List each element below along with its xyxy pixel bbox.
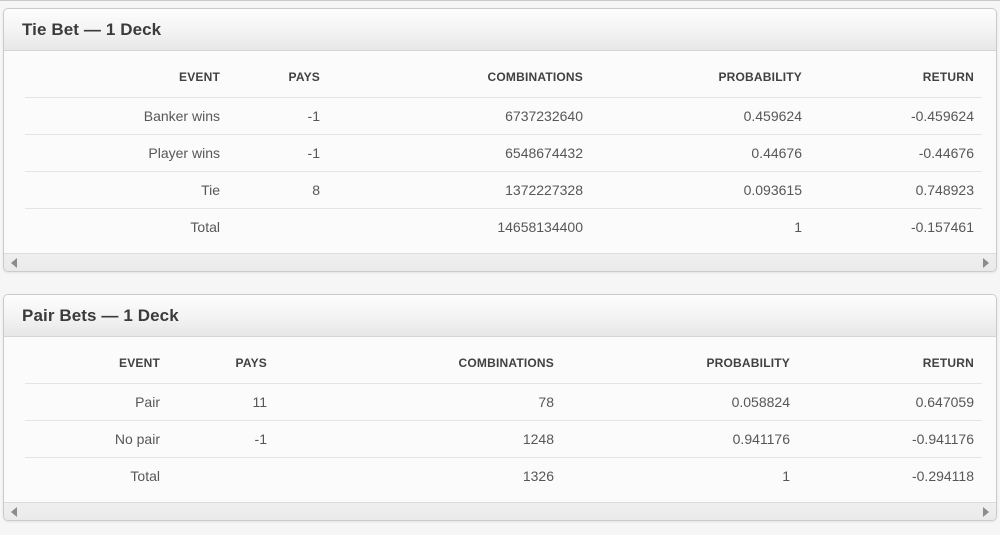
column-header-event: EVENT — [118, 356, 160, 370]
tie-bet-panel-header: Tie Bet — 1 Deck — [4, 9, 996, 51]
scroll-right-arrow-icon[interactable] — [983, 506, 989, 517]
horizontal-scrollbar[interactable] — [4, 253, 996, 271]
cell-return: -0.44676 — [918, 145, 974, 161]
cell-return: 0.748923 — [915, 182, 974, 198]
table-total-row: Total 1326 1 -0.294118 — [25, 457, 982, 495]
cell-return: -0.459624 — [910, 108, 974, 124]
panel-title: Pair Bets — 1 Deck — [22, 305, 179, 325]
table-total-row: Total 14658134400 1 -0.157461 — [25, 208, 982, 246]
table-row: Player wins -1 6548674432 0.44676 -0.446… — [25, 134, 982, 172]
cell-combinations: 1248 — [522, 431, 554, 447]
cell-probability: 0.093615 — [743, 182, 802, 198]
cell-pays: 8 — [312, 182, 320, 198]
cell-event: No pair — [114, 431, 160, 447]
cell-return: 0.647059 — [915, 394, 974, 410]
cell-combinations: 6548674432 — [505, 145, 583, 161]
tie-bet-panel: Tie Bet — 1 Deck EVENT PAYS COMBINATIONS… — [3, 8, 997, 272]
table-header-row: EVENT PAYS COMBINATIONS PROBABILITY RETU… — [25, 339, 982, 384]
cell-event: Tie — [201, 182, 220, 198]
pair-bets-panel-header: Pair Bets — 1 Deck — [4, 295, 996, 337]
column-header-return: RETURN — [922, 356, 974, 370]
cell-pays — [228, 209, 328, 246]
cell-probability: 1 — [782, 468, 790, 484]
pair-bets-table-wrapper: EVENT PAYS COMBINATIONS PROBABILITY RETU… — [4, 337, 996, 502]
table-row: Banker wins -1 6737232640 0.459624 -0.45… — [25, 97, 982, 135]
horizontal-scrollbar[interactable] — [4, 502, 996, 520]
cell-combinations: 14658134400 — [497, 219, 583, 235]
cell-return: -0.294118 — [911, 468, 974, 484]
cell-event: Total — [130, 468, 160, 484]
scroll-right-arrow-icon[interactable] — [983, 257, 989, 268]
cell-pays: 11 — [252, 394, 267, 410]
table-row: No pair -1 1248 0.941176 -0.941176 — [25, 420, 982, 458]
scroll-left-arrow-icon[interactable] — [11, 257, 17, 268]
cell-combinations: 6737232640 — [505, 108, 583, 124]
cell-combinations: 78 — [538, 394, 554, 410]
column-header-event: EVENT — [178, 70, 220, 84]
cell-event: Pair — [135, 394, 160, 410]
column-header-pays: PAYS — [288, 70, 320, 84]
column-header-probability: PROBABILITY — [706, 356, 790, 370]
pair-bets-panel: Pair Bets — 1 Deck EVENT PAYS COMBINATIO… — [3, 294, 997, 521]
cell-return: -0.941176 — [911, 431, 974, 447]
cell-probability: 0.058824 — [731, 394, 790, 410]
column-header-pays: PAYS — [235, 356, 267, 370]
table-row: Tie 8 1372227328 0.093615 0.748923 — [25, 171, 982, 209]
table-row: Pair 11 78 0.058824 0.647059 — [25, 383, 982, 421]
pair-bets-table: EVENT PAYS COMBINATIONS PROBABILITY RETU… — [25, 339, 982, 494]
cell-combinations: 1372227328 — [505, 182, 583, 198]
cell-combinations: 1326 — [522, 468, 554, 484]
cell-probability: 0.459624 — [743, 108, 802, 124]
cell-pays: -1 — [307, 108, 320, 124]
tie-bet-table: EVENT PAYS COMBINATIONS PROBABILITY RETU… — [25, 53, 982, 245]
column-header-combinations: COMBINATIONS — [487, 70, 583, 84]
panel-title: Tie Bet — 1 Deck — [22, 19, 162, 39]
cell-pays: -1 — [254, 431, 267, 447]
column-header-return: RETURN — [922, 70, 974, 84]
cell-event: Banker wins — [143, 108, 220, 124]
cell-pays: -1 — [307, 145, 320, 161]
cell-probability: 0.44676 — [751, 145, 802, 161]
cell-probability: 1 — [794, 219, 802, 235]
table-header-row: EVENT PAYS COMBINATIONS PROBABILITY RETU… — [25, 53, 982, 98]
cell-return: -0.157461 — [910, 219, 974, 235]
tie-bet-table-wrapper: EVENT PAYS COMBINATIONS PROBABILITY RETU… — [4, 51, 996, 253]
cell-event: Total — [190, 219, 220, 235]
cell-event: Player wins — [148, 145, 220, 161]
column-header-probability: PROBABILITY — [718, 70, 802, 84]
cell-pays — [168, 458, 275, 495]
scroll-left-arrow-icon[interactable] — [11, 506, 17, 517]
cell-probability: 0.941176 — [732, 431, 790, 447]
column-header-combinations: COMBINATIONS — [458, 356, 554, 370]
